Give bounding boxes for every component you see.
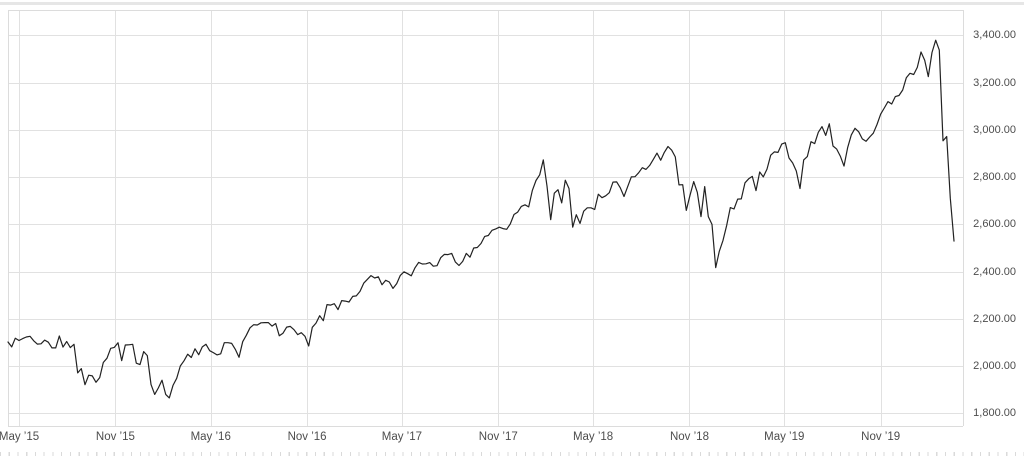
- x-axis-label: May ’19: [764, 431, 805, 443]
- y-axis-label: 2,600.00: [973, 218, 1016, 231]
- x-axis-label: Nov ’16: [287, 431, 327, 443]
- x-axis-label: Nov ’19: [861, 431, 901, 443]
- y-axis-label: 2,200.00: [973, 312, 1016, 325]
- top-border-rule: [0, 2, 1024, 5]
- y-axis-label: 3,400.00: [973, 29, 1016, 42]
- y-axis-label: 2,400.00: [973, 265, 1016, 278]
- y-axis-label: 3,200.00: [973, 76, 1016, 89]
- y-axis: 1,800.00 2,000.00 2,200.00 2,400.00 2,600.00…: [970, 0, 1019, 461]
- x-axis-label: May ’15: [0, 431, 40, 443]
- x-axis-label: Nov ’18: [669, 431, 709, 443]
- y-axis-label: 3,000.00: [973, 123, 1016, 136]
- y-axis-label: 1,800.00: [973, 407, 1016, 420]
- x-axis-label: Nov ’17: [478, 431, 518, 443]
- y-axis-label: 2,800.00: [973, 171, 1016, 184]
- x-axis-label: May ’16: [190, 431, 231, 443]
- y-axis-label: 2,000.00: [973, 360, 1016, 373]
- price-line-series: [7, 39, 955, 399]
- x-axis-label: May ’17: [381, 431, 423, 443]
- x-axis-label: May ’18: [572, 431, 614, 443]
- x-axis-label: Nov ’15: [95, 431, 135, 443]
- minor-tick-strip: [0, 452, 1024, 456]
